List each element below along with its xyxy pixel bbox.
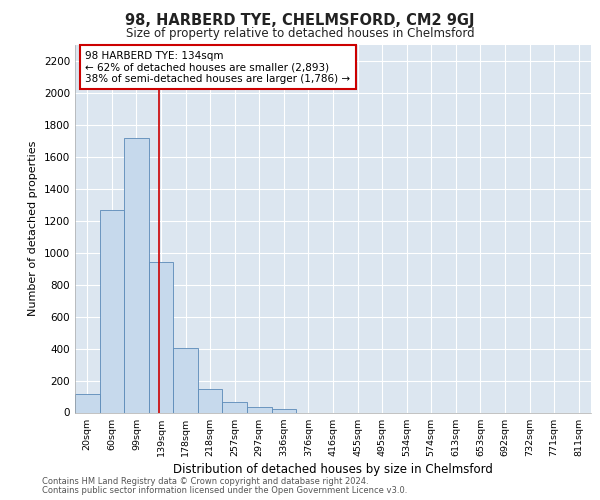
Text: Size of property relative to detached houses in Chelmsford: Size of property relative to detached ho… [125,28,475,40]
Y-axis label: Number of detached properties: Number of detached properties [28,141,38,316]
X-axis label: Distribution of detached houses by size in Chelmsford: Distribution of detached houses by size … [173,463,493,476]
Bar [124,138,149,412]
Text: 98, HARBERD TYE, CHELMSFORD, CM2 9GJ: 98, HARBERD TYE, CHELMSFORD, CM2 9GJ [125,12,475,28]
Bar [247,407,272,412]
Bar [149,262,173,412]
Text: Contains public sector information licensed under the Open Government Licence v3: Contains public sector information licen… [42,486,407,495]
Bar [198,388,223,412]
Bar [100,210,124,412]
Text: 98 HARBERD TYE: 134sqm
← 62% of detached houses are smaller (2,893)
38% of semi-: 98 HARBERD TYE: 134sqm ← 62% of detached… [85,50,350,84]
Bar [223,402,247,412]
Text: Contains HM Land Registry data © Crown copyright and database right 2024.: Contains HM Land Registry data © Crown c… [42,477,368,486]
Bar [272,409,296,412]
Bar [173,348,198,412]
Bar [75,394,100,412]
